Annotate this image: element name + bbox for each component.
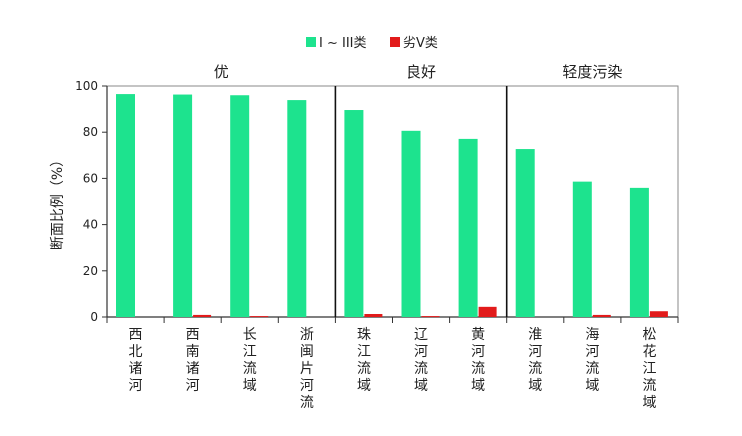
bar-series-1 xyxy=(287,100,307,317)
bar-series-2 xyxy=(250,316,269,318)
group-label: 轻度污染 xyxy=(562,63,622,81)
category-label-char: 诸 xyxy=(129,361,143,377)
category-label-char: 流 xyxy=(528,361,542,377)
bar-series-2 xyxy=(478,306,497,317)
legend-swatch-1 xyxy=(306,37,316,47)
category-label-char: 南 xyxy=(186,344,200,360)
category-label-char: 江 xyxy=(357,344,371,360)
category-label-char: 河 xyxy=(129,378,143,394)
y-tick-label: 100 xyxy=(75,79,98,93)
bar-series-1 xyxy=(401,130,421,317)
bar-series-2 xyxy=(421,316,440,318)
category-label-char: 西 xyxy=(129,327,143,343)
legend-label-1: I ~ III类 xyxy=(319,36,367,51)
category-label-char: 诸 xyxy=(186,361,200,377)
category-label-char: 江 xyxy=(642,361,656,377)
y-tick-label: 40 xyxy=(83,218,98,232)
bar-series-2 xyxy=(193,314,212,317)
plot-frame xyxy=(106,85,679,318)
bar-series-1 xyxy=(344,110,364,317)
category-label-char: 浙 xyxy=(300,327,314,343)
bar-series-1 xyxy=(515,149,535,317)
category-label-char: 黄 xyxy=(471,326,485,343)
category-label-char: 流 xyxy=(357,361,371,377)
category-label-char: 域 xyxy=(357,378,371,394)
bar-series-1 xyxy=(230,95,250,318)
bar-series-1 xyxy=(458,138,478,317)
category-label-char: 域 xyxy=(243,378,257,394)
category-label-char: 域 xyxy=(528,378,542,394)
category-label-char: 河 xyxy=(471,344,485,360)
category-label-char: 河 xyxy=(528,344,542,360)
category-label-char: 河 xyxy=(414,344,428,360)
category-label-char: 域 xyxy=(642,395,656,411)
category-label-char: 河 xyxy=(186,378,200,394)
category-label-char: 西 xyxy=(186,327,200,343)
y-tick-label: 20 xyxy=(83,264,98,278)
bar-series-1 xyxy=(116,94,135,318)
category-label-char: 片 xyxy=(300,361,314,377)
bar-series-2 xyxy=(592,314,611,317)
bar-series-1 xyxy=(629,187,649,317)
category-label-char: 闽 xyxy=(300,344,314,360)
category-label-char: 域 xyxy=(471,378,485,394)
category-label-char: 淮 xyxy=(528,327,542,343)
category-label-char: 域 xyxy=(414,378,428,394)
bar-series-1 xyxy=(173,94,193,317)
y-tick-label: 80 xyxy=(83,125,98,139)
y-tick-label: 0 xyxy=(90,310,98,324)
bar-series-1 xyxy=(572,181,592,317)
category-label-char: 域 xyxy=(585,378,599,394)
category-label-char: 流 xyxy=(585,361,599,377)
group-label: 良好 xyxy=(406,63,436,81)
category-label-char: 珠 xyxy=(357,327,371,343)
category-label-char: 流 xyxy=(243,361,257,377)
category-label-char: 流 xyxy=(300,395,314,411)
category-label-char: 海 xyxy=(585,327,599,343)
category-label-char: 花 xyxy=(642,344,656,360)
legend-label-2: 劣V类 xyxy=(403,36,438,51)
category-label-char: 河 xyxy=(585,344,599,360)
category-label-char: 长 xyxy=(243,327,257,343)
category-label-char: 流 xyxy=(642,378,656,394)
y-axis-label: 断面比例（%） xyxy=(50,153,66,250)
legend-swatch-2 xyxy=(390,37,400,47)
category-label-char: 流 xyxy=(414,361,428,377)
bar-series-2 xyxy=(649,311,668,317)
category-label-char: 河 xyxy=(300,378,314,394)
group-label: 优 xyxy=(214,63,229,81)
y-tick-label: 60 xyxy=(83,171,98,185)
category-label-char: 北 xyxy=(129,344,143,360)
category-label-char: 江 xyxy=(243,344,257,360)
category-label-char: 流 xyxy=(471,361,485,377)
bar-series-2 xyxy=(364,313,383,317)
category-label-char: 松 xyxy=(642,327,656,343)
category-label-char: 辽 xyxy=(414,327,428,343)
